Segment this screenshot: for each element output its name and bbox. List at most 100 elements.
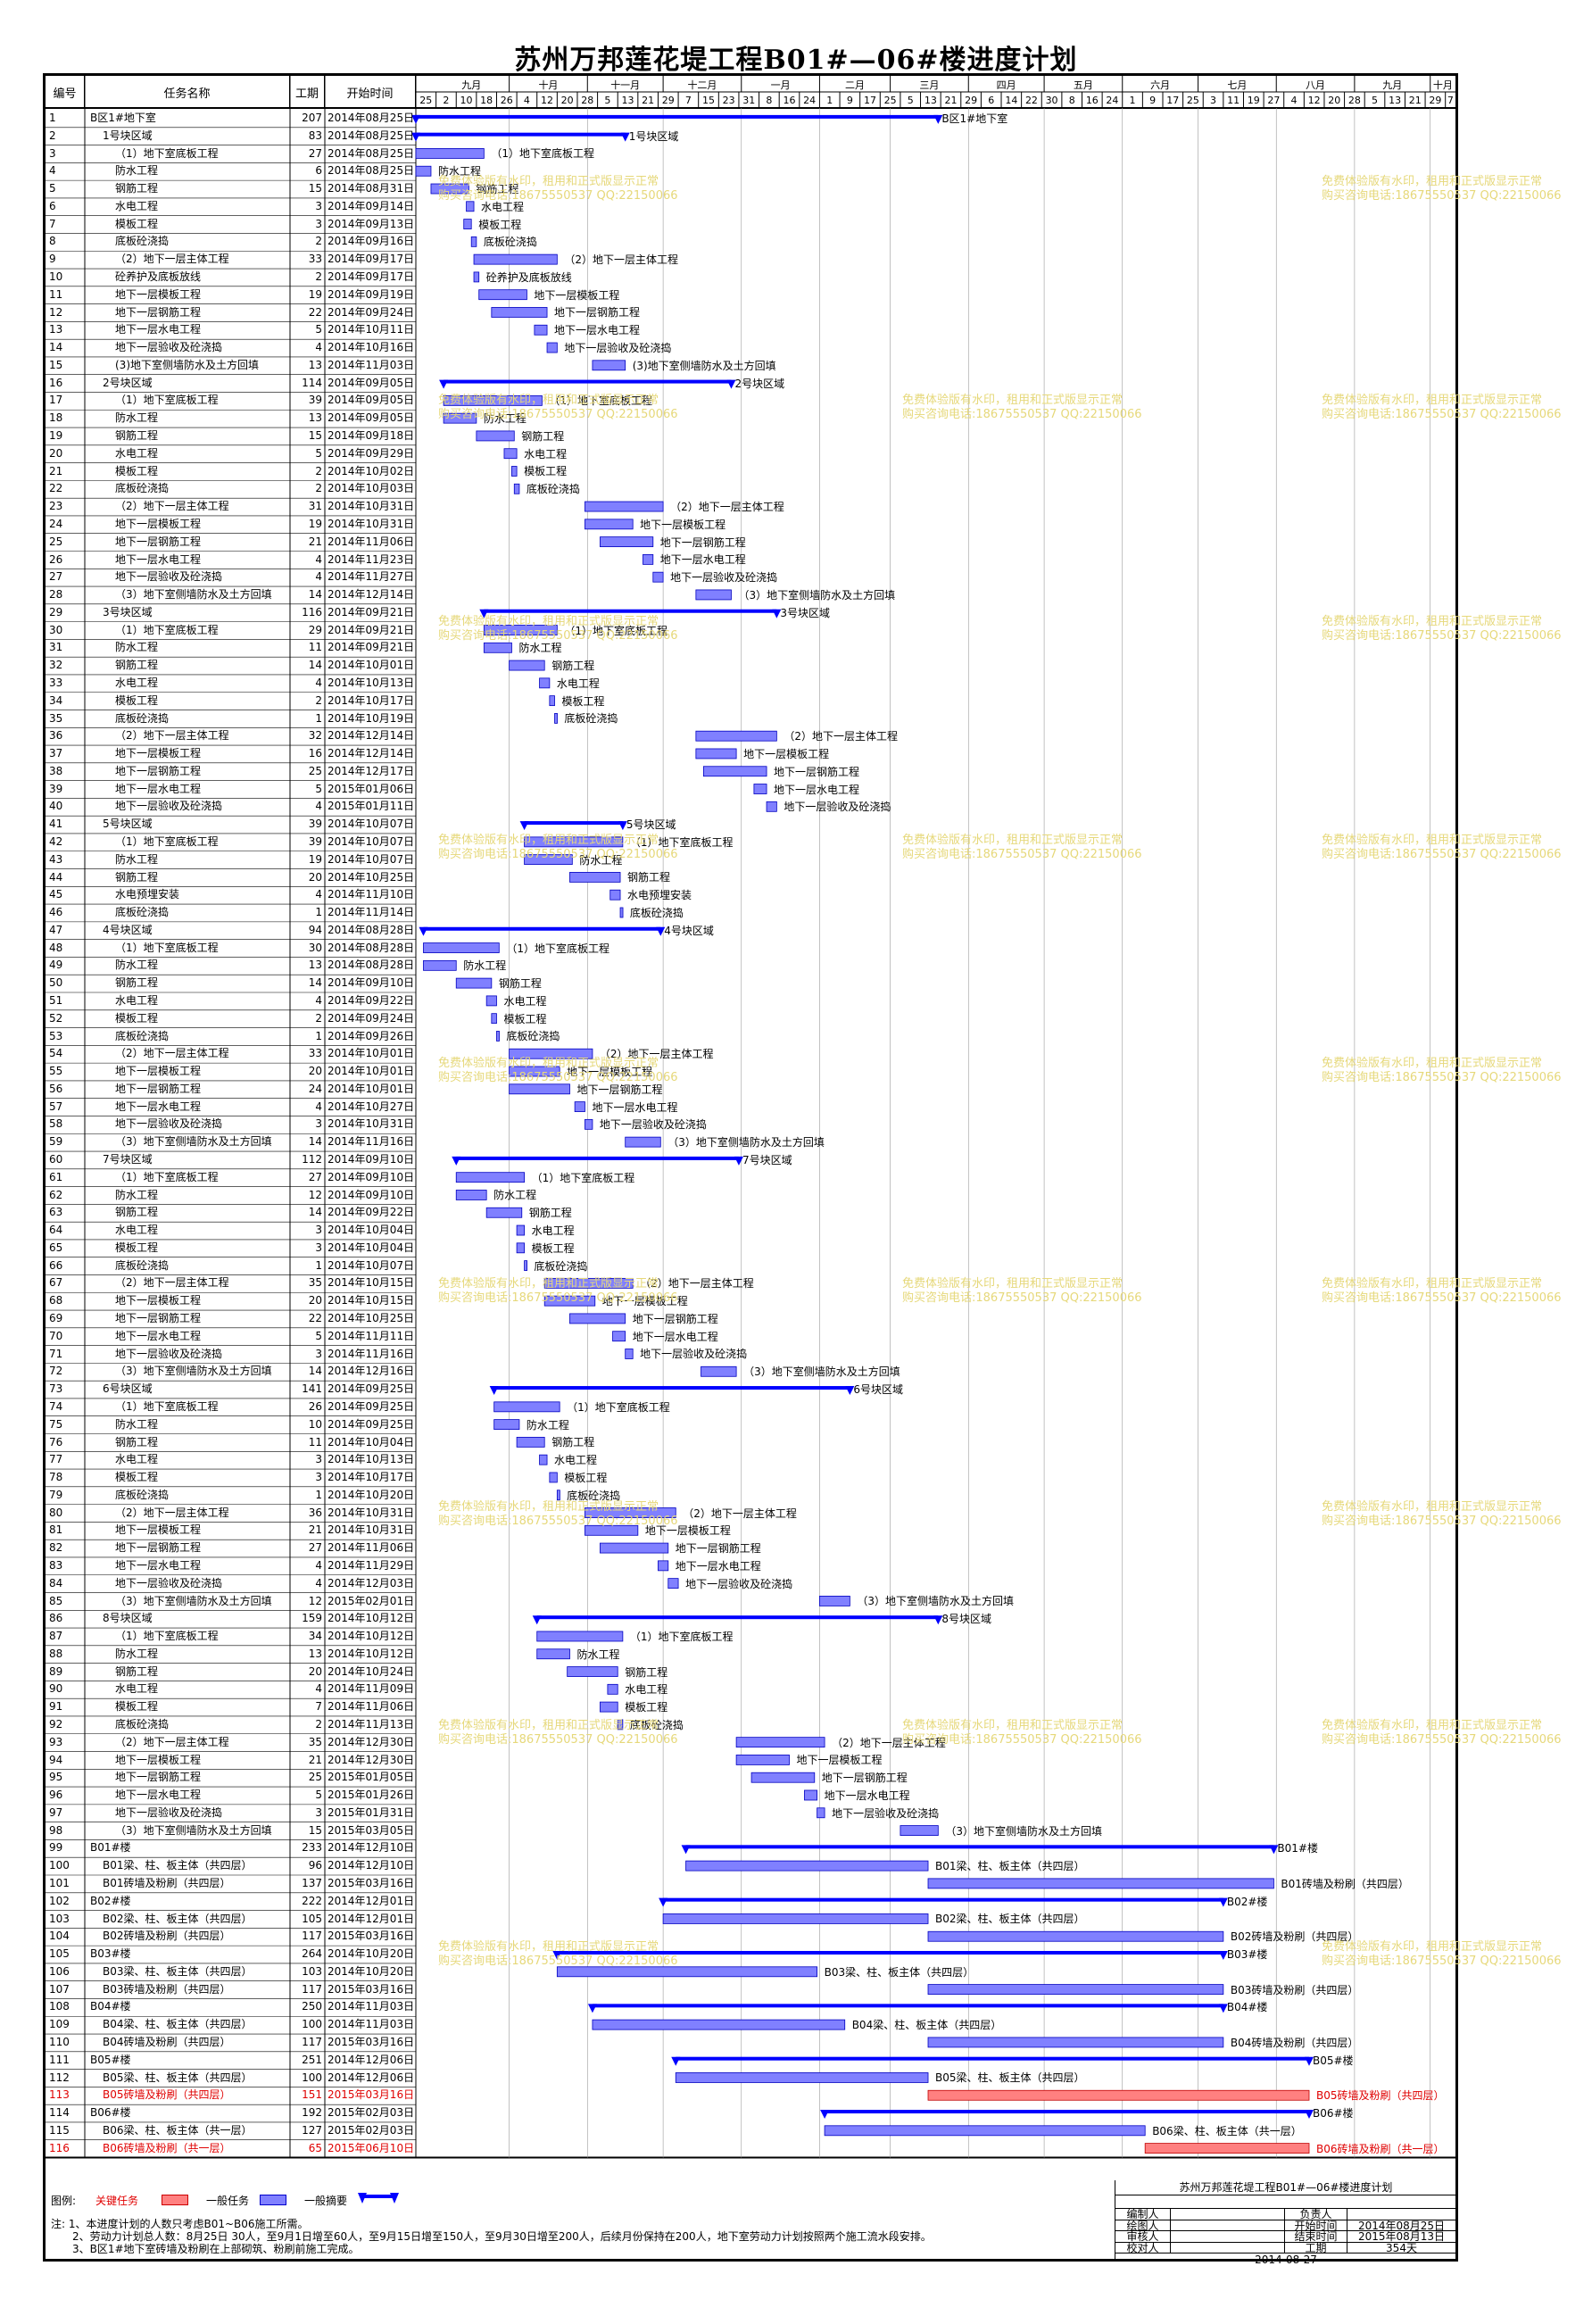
task-no: 3 <box>49 146 56 160</box>
day-label: 5 <box>908 95 914 106</box>
task-no: 96 <box>49 1789 63 1802</box>
bar-label: 水电工程 <box>481 200 525 213</box>
header-name: 任务名称 <box>85 76 290 108</box>
task-start: 2014年12月06日 <box>328 2071 415 2084</box>
task-bar <box>619 907 624 918</box>
task-duration: 250 <box>302 2000 322 2013</box>
bar-label: （2）地下一层主体工程 <box>683 1506 797 1520</box>
day-label: 15 <box>702 95 715 106</box>
task-name: （2）地下一层主体工程 <box>115 1506 229 1519</box>
task-bar <box>567 1666 618 1677</box>
task-bar <box>753 784 767 794</box>
task-no: 113 <box>49 2088 70 2102</box>
watermark-text: 购买咨询电话:18675550537 QQ:22150066 <box>1322 408 1562 421</box>
task-start: 2014年11月16日 <box>328 1347 415 1360</box>
task-no: 6 <box>49 199 56 212</box>
bar-label: 地下一层钢筋工程 <box>774 765 860 778</box>
day-label: 24 <box>803 95 816 106</box>
task-start: 2014年09月21日 <box>328 641 415 654</box>
task-duration: 137 <box>302 1877 322 1889</box>
task-start: 2014年08月28日 <box>328 959 415 972</box>
day-label: 1 <box>1130 95 1136 106</box>
task-duration: 14 <box>308 1206 322 1219</box>
bar-label: 地下一层水电工程 <box>824 1789 910 1802</box>
bar-label: （3）地下室侧墙防水及土方回填 <box>857 1595 1014 1608</box>
task-name: 地下一层水电工程 <box>115 1100 202 1113</box>
day-label: 30 <box>1046 95 1058 106</box>
month-label: 四月 <box>997 79 1016 91</box>
bar-label: 地下一层水电工程 <box>554 324 641 337</box>
critical-task-bar <box>927 2089 1310 2101</box>
task-duration: 2 <box>315 464 322 477</box>
bar-label: 钢筋工程 <box>528 1207 572 1220</box>
bar-label: B04砖墙及粉刷（共四层） <box>1230 2036 1359 2049</box>
bar-label: 4号块区域 <box>664 924 714 937</box>
bar-label: （1）地下室底板工程 <box>567 1400 670 1414</box>
task-name: B05#楼 <box>90 2053 131 2066</box>
watermark-text: 免费体验版有水印，租用和正式版显示正常 <box>902 834 1124 847</box>
task-start: 2014年10月15日 <box>328 1276 415 1290</box>
summary-bar <box>659 1897 1228 1907</box>
watermark-text: 免费体验版有水印，租用和正式版显示正常 <box>438 175 659 188</box>
task-start: 2014年11月29日 <box>328 1558 415 1572</box>
bar-label: B01#楼 <box>1277 1842 1318 1855</box>
task-duration: 207 <box>302 112 322 124</box>
task-start: 2014年12月10日 <box>328 1859 415 1872</box>
task-start: 2014年10月31日 <box>328 1523 415 1537</box>
bar-label: 底板砼浇捣 <box>567 1489 621 1502</box>
month-label: 十月 <box>1433 79 1453 91</box>
task-no: 25 <box>49 535 63 548</box>
task-name: 地下一层水电工程 <box>115 1789 202 1802</box>
task-start: 2014年10月03日 <box>328 482 415 495</box>
day-label: 5 <box>1372 95 1378 106</box>
task-start: 2014年10月13日 <box>328 1453 415 1466</box>
task-name: （2）地下一层主体工程 <box>115 1047 229 1060</box>
bar-label: （1）地下室底板工程 <box>531 1171 635 1184</box>
task-no: 76 <box>49 1435 63 1448</box>
task-name: 地下一层模板工程 <box>115 1294 202 1307</box>
task-duration: 100 <box>302 2071 322 2084</box>
bar-label: 水电工程 <box>625 1683 668 1697</box>
day-label: 7 <box>1447 95 1454 106</box>
task-bar <box>513 483 520 494</box>
task-start: 2014年10月25日 <box>328 1312 415 1325</box>
day-label: 16 <box>1086 95 1099 106</box>
task-no: 67 <box>49 1276 63 1290</box>
task-bar <box>675 2072 929 2083</box>
task-name: 底板砼浇捣 <box>115 906 170 919</box>
task-bar <box>701 1365 737 1377</box>
task-bar <box>592 360 626 371</box>
task-no: 78 <box>49 1471 63 1484</box>
task-no: 8 <box>49 235 56 248</box>
task-duration: 19 <box>308 517 322 530</box>
task-name: 模板工程 <box>115 693 159 707</box>
task-start: 2014年09月10日 <box>328 1170 415 1183</box>
task-bar <box>455 1172 525 1183</box>
summary-bar <box>552 1951 1228 1961</box>
titleblock-cell <box>1171 2209 1285 2220</box>
task-start: 2014年11月03日 <box>328 2018 415 2031</box>
task-start: 2014年09月10日 <box>328 976 415 990</box>
task-start: 2015年01月11日 <box>328 800 415 813</box>
task-duration: 65 <box>308 2141 322 2154</box>
day-label: 29 <box>1429 95 1441 106</box>
task-duration: 2 <box>315 270 322 284</box>
task-duration: 21 <box>308 1753 322 1766</box>
bar-label: 钢筋工程 <box>521 429 565 443</box>
task-duration: 33 <box>308 1047 322 1060</box>
task-duration: 39 <box>308 394 322 407</box>
task-name: 水电工程 <box>115 676 159 689</box>
task-duration: 25 <box>308 764 322 777</box>
task-bar <box>695 730 777 742</box>
task-name: 地下一层模板工程 <box>115 1065 202 1078</box>
task-duration: 5 <box>315 1789 322 1802</box>
titleblock-cell: 2014年08月25日 <box>1347 2220 1456 2231</box>
summary-bar <box>479 609 782 618</box>
task-bar <box>493 1419 520 1431</box>
day-label: 24 <box>1106 95 1118 106</box>
watermark-text: 购买咨询电话:18675550537 QQ:22150066 <box>1322 848 1562 861</box>
bar-label: 水电工程 <box>524 447 568 461</box>
task-no: 70 <box>49 1329 63 1342</box>
task-bar <box>476 430 515 442</box>
task-bar <box>927 2037 1224 2048</box>
